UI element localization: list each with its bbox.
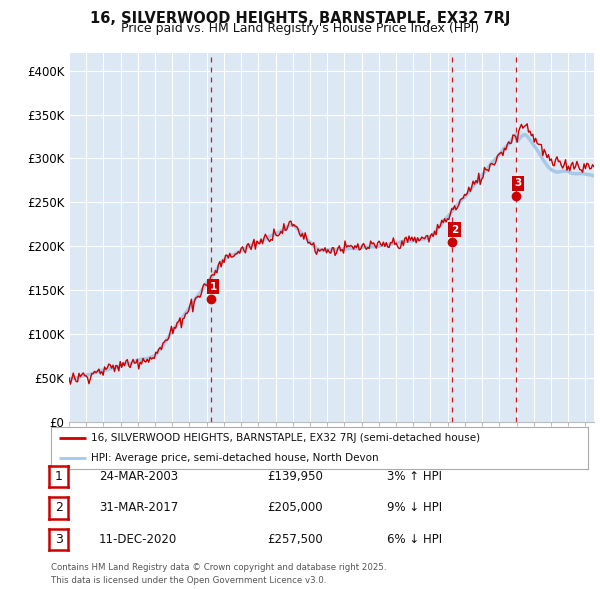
Text: £257,500: £257,500	[267, 533, 323, 546]
Text: 24-MAR-2003: 24-MAR-2003	[99, 470, 178, 483]
Text: 9% ↓ HPI: 9% ↓ HPI	[387, 502, 442, 514]
Text: 1: 1	[55, 470, 63, 483]
Text: 31-MAR-2017: 31-MAR-2017	[99, 502, 178, 514]
Text: 1: 1	[209, 281, 217, 291]
Text: Contains HM Land Registry data © Crown copyright and database right 2025.
This d: Contains HM Land Registry data © Crown c…	[51, 563, 386, 585]
Text: 2: 2	[451, 225, 458, 235]
Text: £139,950: £139,950	[267, 470, 323, 483]
Text: 2: 2	[55, 502, 63, 514]
Text: 16, SILVERWOOD HEIGHTS, BARNSTAPLE, EX32 7RJ (semi-detached house): 16, SILVERWOOD HEIGHTS, BARNSTAPLE, EX32…	[91, 433, 481, 443]
Text: Price paid vs. HM Land Registry's House Price Index (HPI): Price paid vs. HM Land Registry's House …	[121, 22, 479, 35]
Text: 3: 3	[515, 179, 522, 188]
Text: 3% ↑ HPI: 3% ↑ HPI	[387, 470, 442, 483]
Text: HPI: Average price, semi-detached house, North Devon: HPI: Average price, semi-detached house,…	[91, 453, 379, 463]
Text: 16, SILVERWOOD HEIGHTS, BARNSTAPLE, EX32 7RJ: 16, SILVERWOOD HEIGHTS, BARNSTAPLE, EX32…	[90, 11, 510, 25]
Text: 6% ↓ HPI: 6% ↓ HPI	[387, 533, 442, 546]
Text: 3: 3	[55, 533, 63, 546]
Text: 11-DEC-2020: 11-DEC-2020	[99, 533, 177, 546]
Text: £205,000: £205,000	[267, 502, 323, 514]
